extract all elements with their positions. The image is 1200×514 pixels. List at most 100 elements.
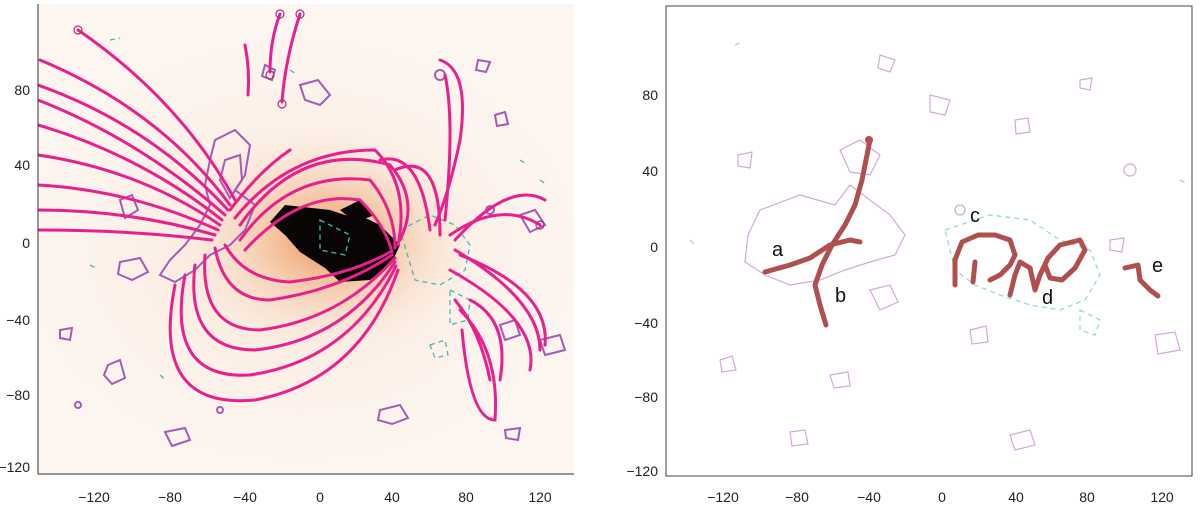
filament-label-c: c xyxy=(970,205,980,227)
contour xyxy=(89,264,97,269)
field-line xyxy=(179,264,398,377)
contour xyxy=(163,426,192,448)
contour xyxy=(59,326,74,342)
field-line xyxy=(453,193,547,242)
field-line xyxy=(238,157,410,242)
y-tick-label: −40 xyxy=(634,315,658,331)
field-line-footpoints xyxy=(73,9,545,230)
field-line xyxy=(38,123,224,222)
field-line xyxy=(268,12,282,74)
contour xyxy=(829,371,851,389)
x-tick-label: −40 xyxy=(857,489,881,505)
contour xyxy=(519,159,529,166)
contour xyxy=(102,358,127,386)
contour xyxy=(503,426,522,442)
contour xyxy=(789,429,809,447)
field-line xyxy=(38,98,227,217)
filament-label-a: a xyxy=(772,239,784,261)
x-tick-label: 40 xyxy=(1008,489,1024,505)
field-line xyxy=(233,148,403,247)
contour xyxy=(429,339,449,359)
x-tick-label: −80 xyxy=(158,489,182,505)
field-line xyxy=(228,148,292,212)
field-line xyxy=(238,177,397,250)
field-line xyxy=(393,164,442,237)
contour xyxy=(118,193,140,220)
field-line xyxy=(192,260,397,352)
contour xyxy=(737,151,753,169)
contour xyxy=(260,63,277,82)
y-tick-label: −120 xyxy=(0,459,30,475)
contour xyxy=(839,139,881,176)
right-y-tick-labels: 80 40 0 −40 −80 −120 xyxy=(626,87,658,479)
contour xyxy=(1109,237,1125,253)
field-line xyxy=(243,197,394,254)
contour xyxy=(493,110,510,128)
footpoint-marker xyxy=(275,9,285,19)
filament-labels: a b c d e xyxy=(772,205,1163,309)
contour xyxy=(954,204,966,216)
x-tick-label: 0 xyxy=(938,489,946,505)
field-line xyxy=(280,12,302,104)
contour xyxy=(116,256,150,282)
contour xyxy=(944,214,1101,311)
field-line xyxy=(38,83,230,212)
filament-label-e: e xyxy=(1152,255,1163,277)
y-tick-label: 0 xyxy=(650,239,658,255)
x-tick-label: 80 xyxy=(1079,489,1095,505)
contour xyxy=(1009,429,1036,451)
x-tick-label: 0 xyxy=(316,489,324,505)
left-panel: −120 −80 −40 0 40 80 120 80 40 0 −40 −80… xyxy=(0,4,574,505)
field-line xyxy=(468,298,504,382)
x-tick-label: 120 xyxy=(1150,489,1174,505)
y-tick-label: −80 xyxy=(6,387,30,403)
footpoint-marker xyxy=(73,25,83,35)
contour xyxy=(1014,117,1031,135)
filament-b xyxy=(812,137,873,328)
y-tick-label: 0 xyxy=(22,235,30,251)
contour xyxy=(319,218,351,256)
contour xyxy=(929,94,951,116)
contour xyxy=(538,333,567,357)
filament-a xyxy=(762,237,863,275)
filament-d xyxy=(1007,237,1088,298)
left-y-tick-labels: 80 40 0 −40 −80 −120 xyxy=(0,82,30,475)
contour xyxy=(298,78,332,107)
contour xyxy=(1179,179,1189,185)
right-x-tick-labels: −120 −80 −40 0 40 80 120 xyxy=(707,489,1174,505)
y-tick-label: −80 xyxy=(634,389,658,405)
right-panel-frame xyxy=(665,5,1193,477)
field-line xyxy=(243,43,251,97)
contour xyxy=(159,374,167,381)
x-tick-label: 120 xyxy=(528,489,552,505)
field-lines xyxy=(38,12,547,422)
x-tick-label: 80 xyxy=(458,489,474,505)
contour xyxy=(869,284,899,311)
contour xyxy=(399,214,471,286)
field-line xyxy=(38,228,214,242)
contour xyxy=(969,325,989,345)
field-line xyxy=(433,58,464,227)
negative-polarity-contours xyxy=(89,37,547,381)
right-negative-contours xyxy=(689,41,1189,336)
contour xyxy=(744,184,906,286)
field-line xyxy=(38,183,220,232)
contour xyxy=(74,401,82,409)
y-tick-label: 40 xyxy=(642,163,658,179)
contour xyxy=(689,239,697,247)
right-panel: a b c d e −120 −80 −40 0 40 80 120 80 40… xyxy=(626,5,1193,505)
filament-label-d: d xyxy=(1042,287,1053,309)
x-tick-label: 40 xyxy=(384,489,400,505)
field-line xyxy=(378,157,432,232)
field-line xyxy=(458,308,498,422)
contour xyxy=(539,179,547,185)
field-line xyxy=(203,253,397,332)
contour xyxy=(1079,308,1101,336)
contour xyxy=(1079,77,1093,91)
y-tick-label: 40 xyxy=(14,157,30,173)
filament-label-b: b xyxy=(835,285,846,307)
footpoint-marker xyxy=(535,220,545,230)
contour xyxy=(877,54,896,73)
field-line xyxy=(38,208,217,237)
